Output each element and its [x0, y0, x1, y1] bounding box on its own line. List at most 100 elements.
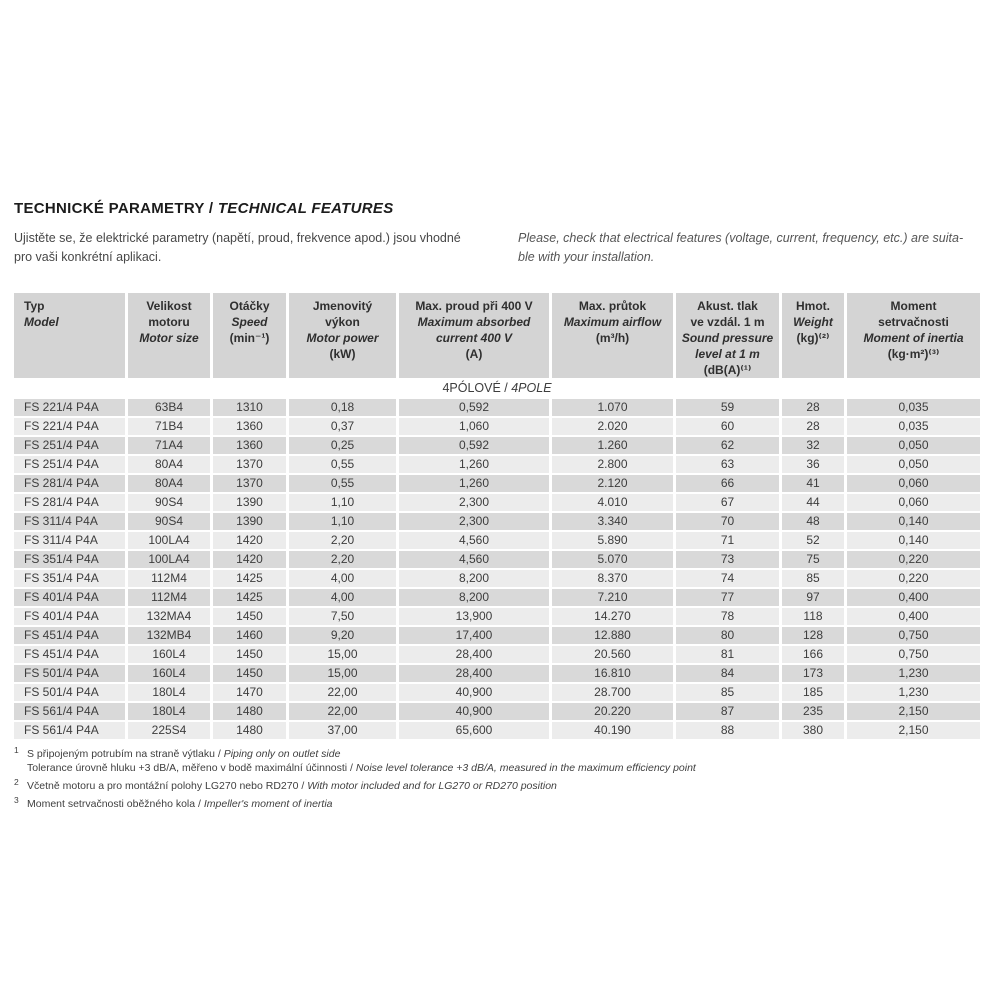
- value-cell: 2,20: [289, 532, 396, 549]
- value-cell: 7,50: [289, 608, 396, 625]
- value-cell: 0,035: [847, 399, 980, 416]
- value-cell: 1370: [213, 456, 286, 473]
- value-cell: 225S4: [128, 722, 210, 739]
- value-cell: 7.210: [552, 589, 673, 606]
- page-title-english: TECHNICAL FEATURES: [217, 200, 394, 217]
- value-cell: 160L4: [128, 665, 210, 682]
- column-header-czech: Max. průtok: [578, 299, 647, 313]
- column-header-english: Model: [24, 315, 59, 329]
- value-cell: 0,060: [847, 475, 980, 492]
- value-cell: 80A4: [128, 456, 210, 473]
- value-cell: 0,750: [847, 646, 980, 663]
- value-cell: 2.120: [552, 475, 673, 492]
- footnote-line: 1 S připojeným potrubím na straně výtlaku…: [14, 743, 696, 761]
- value-cell: 1470: [213, 684, 286, 701]
- table-row: FS 451/4 P4A 132MB4 1460 9,20 17,400 12.880 80…: [14, 627, 980, 644]
- value-cell: 66: [676, 475, 779, 492]
- column-header-3: Jmenovitý výkon Motor power (kW): [289, 293, 396, 378]
- value-cell: 40,900: [399, 703, 549, 720]
- value-cell: 59: [676, 399, 779, 416]
- value-cell: 20.220: [552, 703, 673, 720]
- column-header-english: Sound pressure level at 1 m: [681, 331, 774, 361]
- value-cell: 8.370: [552, 570, 673, 587]
- model-cell: FS 351/4 P4A: [14, 570, 125, 587]
- value-cell: 37,00: [289, 722, 396, 739]
- footnote-line: 3 Moment setrvačnosti oběžného kola / Imp…: [14, 793, 696, 811]
- model-cell: FS 311/4 P4A: [14, 513, 125, 530]
- value-cell: 1420: [213, 551, 286, 568]
- value-cell: 112M4: [128, 589, 210, 606]
- value-cell: 80: [676, 627, 779, 644]
- footnote-english-text: Impeller's moment of inertia: [203, 798, 333, 810]
- model-cell: FS 251/4 P4A: [14, 456, 125, 473]
- value-cell: 1390: [213, 494, 286, 511]
- value-cell: 180L4: [128, 684, 210, 701]
- model-cell: FS 221/4 P4A: [14, 399, 125, 416]
- value-cell: 63: [676, 456, 779, 473]
- model-cell: FS 501/4 P4A: [14, 665, 125, 682]
- value-cell: 0,592: [399, 437, 549, 454]
- model-cell: FS 561/4 P4A: [14, 703, 125, 720]
- column-header-czech: Hmot.: [796, 299, 830, 313]
- table-row: FS 451/4 P4A 160L4 1450 15,00 28,400 20.560 81…: [14, 646, 980, 663]
- value-cell: 20.560: [552, 646, 673, 663]
- value-cell: 32: [782, 437, 844, 454]
- footnote-marker: 3: [14, 795, 19, 805]
- value-cell: 0,050: [847, 437, 980, 454]
- value-cell: 12.880: [552, 627, 673, 644]
- value-cell: 128: [782, 627, 844, 644]
- value-cell: 0,035: [847, 418, 980, 435]
- model-cell: FS 451/4 P4A: [14, 646, 125, 663]
- value-cell: 1.260: [552, 437, 673, 454]
- value-cell: 2,20: [289, 551, 396, 568]
- intro-czech-paragraph: Ujistěte se, že elektrické parametry (na…: [14, 231, 461, 264]
- value-cell: 5.070: [552, 551, 673, 568]
- section-label: 4PÓLOVÉ / 4POLE: [14, 380, 980, 397]
- value-cell: 235: [782, 703, 844, 720]
- value-cell: 0,18: [289, 399, 396, 416]
- column-header-english: Speed: [231, 315, 268, 329]
- column-header-czech: Moment setrvačnosti: [878, 299, 949, 329]
- table-row: FS 501/4 P4A 180L4 1470 22,00 40,900 28.700 85…: [14, 684, 980, 701]
- value-cell: 1420: [213, 532, 286, 549]
- column-header-czech: Typ: [24, 299, 45, 313]
- value-cell: 28: [782, 418, 844, 435]
- column-header-unit: (min⁻¹): [229, 331, 270, 345]
- value-cell: 4,560: [399, 532, 549, 549]
- value-cell: 2,150: [847, 703, 980, 720]
- value-cell: 13,900: [399, 608, 549, 625]
- footnote-english-text: Piping only on outlet side: [223, 748, 341, 760]
- value-cell: 52: [782, 532, 844, 549]
- value-cell: 8,200: [399, 589, 549, 606]
- value-cell: 81: [676, 646, 779, 663]
- value-cell: 67: [676, 494, 779, 511]
- table-row: FS 221/4 P4A 71B4 1360 0,37 1,060 2.020 60 28 0,…: [14, 418, 980, 435]
- column-header-2: Otáčky Speed (min⁻¹): [213, 293, 286, 378]
- value-cell: 28.700: [552, 684, 673, 701]
- value-cell: 75: [782, 551, 844, 568]
- model-cell: FS 251/4 P4A: [14, 437, 125, 454]
- value-cell: 132MB4: [128, 627, 210, 644]
- value-cell: 85: [782, 570, 844, 587]
- value-cell: 15,00: [289, 646, 396, 663]
- value-cell: 78: [676, 608, 779, 625]
- column-header-0: Typ Model: [14, 293, 125, 378]
- value-cell: 62: [676, 437, 779, 454]
- value-cell: 71: [676, 532, 779, 549]
- footnotes-section: 1 S připojeným potrubím na straně výtlaku…: [14, 743, 696, 811]
- section-label-czech: 4PÓLOVÉ: [442, 381, 501, 395]
- table-row: FS 281/4 P4A 90S4 1390 1,10 2,300 4.010 67 44 0,…: [14, 494, 980, 511]
- model-cell: FS 281/4 P4A: [14, 475, 125, 492]
- column-header-english: Weight: [793, 315, 833, 329]
- table-row: FS 561/4 P4A 180L4 1480 22,00 40,900 20.220 87…: [14, 703, 980, 720]
- model-cell: FS 311/4 P4A: [14, 532, 125, 549]
- column-header-unit: (m³/h): [595, 331, 630, 345]
- value-cell: 1310: [213, 399, 286, 416]
- value-cell: 70: [676, 513, 779, 530]
- value-cell: 40,900: [399, 684, 549, 701]
- value-cell: 84: [676, 665, 779, 682]
- value-cell: 1,10: [289, 513, 396, 530]
- value-cell: 22,00: [289, 703, 396, 720]
- column-header-unit: (kg·m²)⁽³⁾: [887, 347, 940, 361]
